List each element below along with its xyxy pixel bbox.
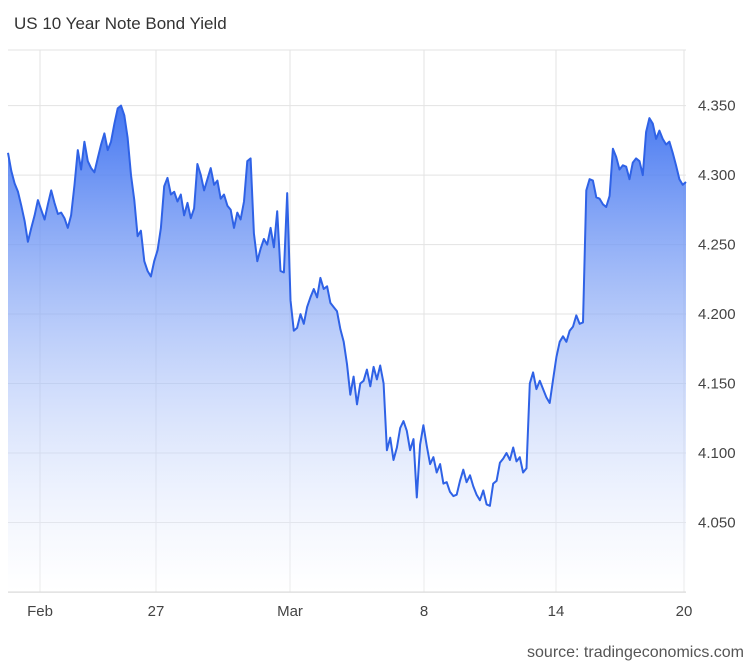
y-tick-label: 4.100 [698, 445, 736, 462]
y-tick-label: 4.200 [698, 306, 736, 323]
y-tick-label: 4.050 [698, 515, 736, 532]
y-tick-label: 4.150 [698, 376, 736, 393]
x-tick-label: 8 [420, 603, 428, 620]
x-tick-label: Mar [277, 603, 303, 620]
x-tick-label: Feb [27, 603, 53, 620]
x-tick-label: 14 [548, 603, 565, 620]
y-tick-label: 4.350 [698, 98, 736, 115]
y-tick-label: 4.300 [698, 167, 736, 184]
chart-title: US 10 Year Note Bond Yield [14, 14, 227, 33]
yield-chart: 4.050 4.100 4.150 4.200 4.250 4.300 4.350 Feb 2… [7, 49, 736, 620]
series-line [7, 104, 687, 507]
x-tick-label: 27 [148, 603, 165, 620]
source-credit: source: tradingeconomics.com [527, 644, 744, 661]
x-tick-label: 20 [676, 603, 693, 620]
series-area [8, 105, 686, 592]
y-tick-label: 4.250 [698, 237, 736, 254]
